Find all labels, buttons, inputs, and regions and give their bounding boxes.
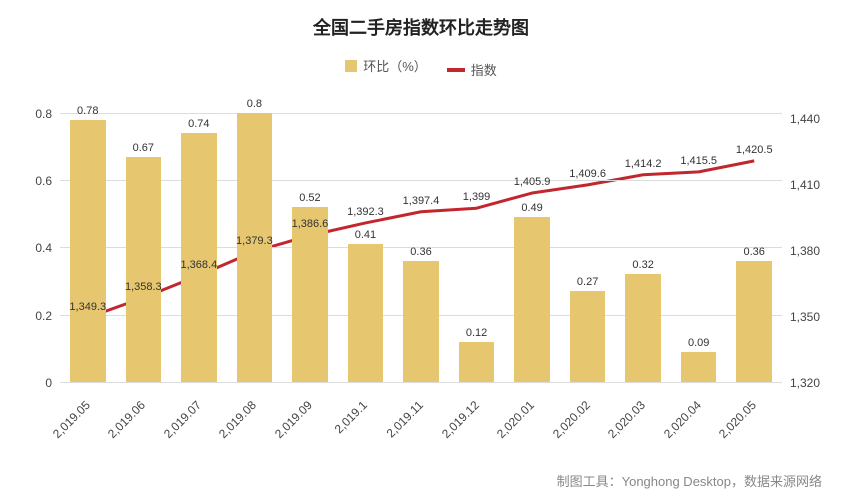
bar-value-label: 0.67: [133, 142, 154, 154]
x-tick-label: 2,020.02: [550, 398, 593, 441]
bar: [348, 244, 384, 382]
line-value-label: 1,349.3: [69, 301, 106, 313]
x-tick-label: 2,019.12: [439, 398, 482, 441]
y2-tick-label: 1,440: [790, 112, 820, 126]
x-tick-label: 2,019.11: [384, 398, 426, 440]
x-tick-label: 2,019.08: [216, 398, 259, 441]
y2-tick-label: 1,350: [790, 310, 820, 324]
y1-tick-label: 0: [45, 376, 52, 390]
line-value-label: 1,392.3: [347, 206, 384, 218]
bar: [570, 291, 606, 382]
y1-tick-label: 0.6: [35, 174, 52, 188]
bar-value-label: 0.41: [355, 229, 376, 241]
legend-label: 指数: [471, 60, 497, 79]
bar: [181, 133, 217, 382]
x-tick-label: 2,019.05: [50, 398, 93, 441]
line-value-label: 1,415.5: [680, 155, 717, 167]
line-value-label: 1,399: [463, 191, 491, 203]
line-value-label: 1,379.3: [236, 235, 273, 247]
bar: [237, 113, 273, 382]
bar: [70, 120, 106, 382]
plot-area: 00.20.40.60.81,3201,3501,3801,4101,4400.…: [60, 96, 782, 382]
x-tick-label: 2,019.07: [161, 398, 204, 441]
line-value-label: 1,358.3: [125, 281, 162, 293]
bar-value-label: 0.8: [247, 98, 262, 110]
gridline: [60, 382, 782, 383]
bar: [514, 217, 550, 382]
credit-text: 制图工具：Yonghong Desktop，数据来源网络: [557, 471, 822, 490]
legend-item-0: 环比（%）: [345, 56, 427, 75]
y2-tick-label: 1,410: [790, 178, 820, 192]
bar-value-label: 0.36: [410, 246, 431, 258]
bar-value-label: 0.32: [632, 259, 653, 271]
x-tick-label: 2,020.03: [605, 398, 648, 441]
chart-legend: 环比（%） 指数: [0, 56, 842, 79]
bar-value-label: 0.09: [688, 337, 709, 349]
bar: [459, 342, 495, 382]
x-tick-label: 2,020.01: [494, 398, 537, 441]
legend-label: 环比（%）: [363, 56, 427, 75]
x-tick-label: 2,019.06: [105, 398, 148, 441]
y2-tick-label: 1,380: [790, 244, 820, 258]
chart-root: 全国二手房指数环比走势图 环比（%）指数 00.20.40.60.81,3201…: [0, 0, 842, 500]
line-value-label: 1,414.2: [625, 158, 662, 170]
x-tick-label: 2,019.09: [272, 398, 315, 441]
legend-square-swatch: [345, 60, 357, 72]
chart-title: 全国二手房指数环比走势图: [0, 14, 842, 40]
gridline: [60, 113, 782, 114]
bar-value-label: 0.49: [521, 202, 542, 214]
y1-tick-label: 0.2: [35, 309, 52, 323]
legend-item-1: 指数: [447, 60, 497, 79]
bar-value-label: 0.78: [77, 105, 98, 117]
legend-line-swatch: [447, 68, 465, 72]
line-value-label: 1,405.9: [514, 176, 551, 188]
bar: [625, 274, 661, 382]
bar: [403, 261, 439, 382]
bar: [736, 261, 772, 382]
y2-tick-label: 1,320: [790, 376, 820, 390]
gridline: [60, 180, 782, 181]
x-tick-label: 2,020.05: [716, 398, 759, 441]
bar: [292, 207, 328, 382]
bar: [126, 157, 162, 382]
y1-tick-label: 0.4: [35, 241, 52, 255]
line-value-label: 1,409.6: [569, 168, 606, 180]
line-value-label: 1,397.4: [403, 195, 440, 207]
line-value-label: 1,420.5: [736, 144, 773, 156]
line-value-label: 1,386.6: [292, 218, 329, 230]
bar: [681, 352, 717, 382]
bar-value-label: 0.27: [577, 276, 598, 288]
line-value-label: 1,368.4: [180, 259, 217, 271]
bar-value-label: 0.74: [188, 118, 209, 130]
y1-tick-label: 0.8: [35, 107, 52, 121]
bar-value-label: 0.52: [299, 192, 320, 204]
x-tick-label: 2,020.04: [661, 398, 704, 441]
bar-value-label: 0.12: [466, 327, 487, 339]
bar-value-label: 0.36: [744, 246, 765, 258]
x-tick-label: 2,019.1: [332, 398, 370, 436]
